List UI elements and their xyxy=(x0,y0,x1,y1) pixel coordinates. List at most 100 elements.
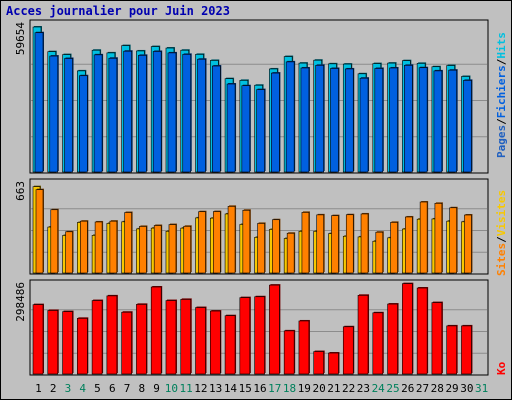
x-label-28: 28 xyxy=(431,382,444,395)
bar-sites-6 xyxy=(109,220,118,274)
bar-ko-6 xyxy=(106,295,118,375)
bar-ko-13 xyxy=(209,310,221,375)
x-label-2: 2 xyxy=(50,382,57,395)
x-label-25: 25 xyxy=(386,382,399,395)
bar-ko-20 xyxy=(313,351,325,375)
bar-sites-3 xyxy=(65,231,73,274)
bar-sites-20 xyxy=(316,214,325,274)
bar-sites-14 xyxy=(227,206,236,274)
bar-ko-23 xyxy=(357,295,369,375)
bar-fichiers-17 xyxy=(271,72,280,173)
panel-1-max-label: 59654 xyxy=(14,22,27,55)
x-label-24: 24 xyxy=(372,382,386,395)
bar-sites-13 xyxy=(212,211,221,274)
bar-sites-18 xyxy=(286,232,295,274)
bar-ko-11 xyxy=(180,299,192,375)
bar-sites-26 xyxy=(405,216,413,274)
bar-sites-10 xyxy=(168,224,177,274)
bar-sites-29 xyxy=(449,207,457,274)
bar-fichiers-12 xyxy=(197,58,206,173)
bar-ko-17 xyxy=(269,284,280,375)
x-label-31: 31 xyxy=(475,382,488,395)
x-label-18: 18 xyxy=(283,382,296,395)
x-label-17: 17 xyxy=(268,382,281,395)
bar-fichiers-19 xyxy=(300,67,310,173)
x-label-3: 3 xyxy=(65,382,72,395)
bar-fichiers-5 xyxy=(93,54,103,173)
legend-bottom: Ko xyxy=(495,361,508,375)
x-label-7: 7 xyxy=(124,382,131,395)
x-label-12: 12 xyxy=(194,382,207,395)
bar-sites-2 xyxy=(50,209,59,274)
bar-ko-2 xyxy=(47,310,59,375)
bar-fichiers-1 xyxy=(34,32,44,173)
legend-top-pages: Pages xyxy=(495,125,508,158)
bar-ko-15 xyxy=(239,297,251,375)
x-label-14: 14 xyxy=(224,382,238,395)
bar-sites-15 xyxy=(242,209,251,274)
bar-fichiers-18 xyxy=(285,61,295,173)
bar-ko-3 xyxy=(62,311,73,375)
bar-sites-24 xyxy=(375,231,384,274)
x-label-26: 26 xyxy=(401,382,414,395)
legend-top-separator-1: / xyxy=(495,118,508,125)
legend-middle-visites: Visites xyxy=(495,190,508,236)
legend-top: Pages/Fichiers/Hits xyxy=(495,32,508,158)
bar-ko-8 xyxy=(136,304,147,375)
bar-fichiers-14 xyxy=(226,83,236,173)
bar-fichiers-27 xyxy=(418,67,428,173)
x-label-22: 22 xyxy=(342,382,355,395)
x-label-13: 13 xyxy=(209,382,222,395)
bar-ko-28 xyxy=(431,302,443,375)
bar-ko-21 xyxy=(328,352,339,375)
bar-ko-1 xyxy=(32,304,44,375)
bar-sites-9 xyxy=(153,225,162,274)
legend-middle-sites: Sites xyxy=(495,243,508,276)
x-label-8: 8 xyxy=(138,382,145,395)
x-label-11: 11 xyxy=(180,382,193,395)
bar-sites-16 xyxy=(257,223,265,274)
bar-ko-16 xyxy=(254,296,265,375)
bar-fichiers-10 xyxy=(167,52,177,173)
x-label-29: 29 xyxy=(445,382,458,395)
x-label-30: 30 xyxy=(460,382,473,395)
bar-sites-22 xyxy=(345,214,354,274)
bar-sites-25 xyxy=(390,222,398,274)
bar-sites-21 xyxy=(331,215,339,274)
legend-bottom-ko: Ko xyxy=(495,361,508,375)
bar-fichiers-15 xyxy=(241,85,251,173)
bar-fichiers-2 xyxy=(49,55,59,173)
bar-sites-5 xyxy=(94,221,103,274)
bar-fichiers-8 xyxy=(138,55,147,173)
bar-ko-25 xyxy=(387,303,398,375)
bar-ko-19 xyxy=(298,320,310,375)
x-label-21: 21 xyxy=(327,382,340,395)
x-label-10: 10 xyxy=(165,382,178,395)
legend-top-fichiers: Fichiers xyxy=(495,65,508,118)
bar-fichiers-26 xyxy=(404,64,413,173)
panel-2-max-label: 663 xyxy=(14,181,27,201)
bar-fichiers-9 xyxy=(152,51,162,173)
bar-sites-28 xyxy=(434,203,443,274)
x-label-27: 27 xyxy=(416,382,429,395)
x-label-5: 5 xyxy=(94,382,101,395)
x-label-20: 20 xyxy=(312,382,325,395)
x-label-16: 16 xyxy=(253,382,266,395)
bar-sites-27 xyxy=(419,201,428,274)
bar-fichiers-22 xyxy=(344,68,354,173)
bar-ko-9 xyxy=(150,286,162,375)
bar-sites-11 xyxy=(183,225,192,274)
bar-ko-5 xyxy=(91,300,103,375)
bar-sites-19 xyxy=(301,212,310,274)
bar-ko-27 xyxy=(416,287,428,375)
bar-fichiers-28 xyxy=(433,70,443,173)
x-label-4: 4 xyxy=(79,382,86,395)
x-label-1: 1 xyxy=(35,382,42,395)
x-label-6: 6 xyxy=(109,382,116,395)
bar-ko-26 xyxy=(402,283,413,375)
x-label-9: 9 xyxy=(153,382,160,395)
bar-ko-29 xyxy=(446,325,457,375)
bar-sites-4 xyxy=(80,220,88,274)
chart-title: Acces journalier pour Juin 2023 xyxy=(6,4,230,18)
